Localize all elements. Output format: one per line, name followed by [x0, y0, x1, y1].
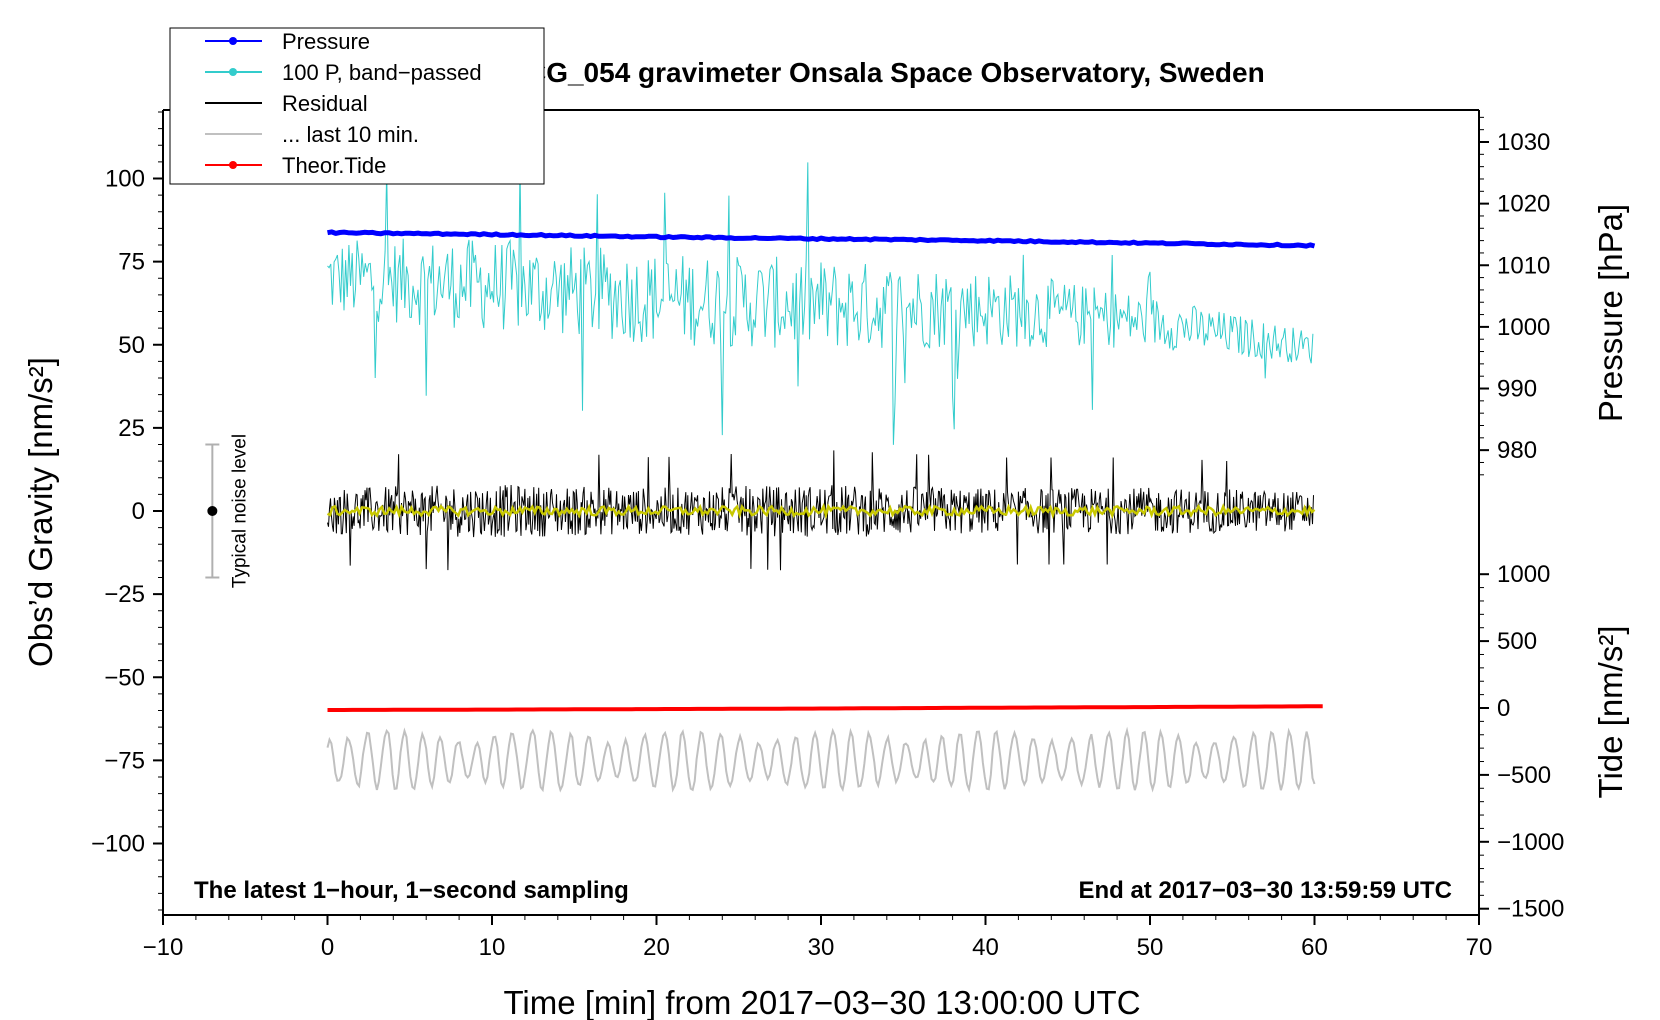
series-bandpassed-pressure: [327, 161, 1314, 445]
series-last-10-min: [326, 726, 1316, 794]
series-pressure: [327, 229, 1316, 249]
x-tick-label: 60: [1301, 934, 1328, 961]
x-tick-label: −10: [143, 934, 184, 961]
y-axis-gravity: 100 75 50 25 0 −25 −50 −75 −100: [91, 111, 163, 911]
series-residual: [327, 450, 1314, 571]
tide-tick-label: −500: [1497, 762, 1551, 789]
pressure-tick-label: 1030: [1497, 129, 1550, 156]
y-tick-label: 100: [105, 166, 145, 193]
noise-level-label: Typical noise level: [229, 434, 250, 588]
y-tick-label: 25: [118, 415, 145, 442]
pressure-tick-label: 980: [1497, 437, 1537, 464]
legend-label: ... last 10 min.: [282, 122, 419, 147]
legend-label: Pressure: [282, 29, 370, 54]
tide-tick-label: −1000: [1497, 829, 1564, 856]
y-axis-tide-title: Tide [nm/s²]: [1592, 626, 1629, 799]
y-tick-label: 50: [118, 332, 145, 359]
x-axis-title: Time [min] from 2017−03−30 13:00:00 UTC: [503, 984, 1140, 1020]
y-axis-gravity-title: Obs’d Gravity [nm/s²]: [22, 357, 59, 667]
tide-tick-label: −1500: [1497, 896, 1564, 923]
x-axis: −10 0 10 20 30 40 50 60 70: [143, 915, 1493, 961]
legend-box: [169, 27, 545, 185]
series-residual-smoothed: [326, 502, 1316, 520]
tide-tick-label: 1000: [1497, 561, 1550, 588]
legend-label: Residual: [282, 91, 368, 116]
tide-tick-label: 0: [1497, 695, 1510, 722]
y-axis-tide: 1000 500 0 −500 −1000 −1500: [1479, 561, 1564, 923]
y-tick-label: −50: [104, 664, 145, 691]
y-tick-label: −25: [104, 581, 145, 608]
pressure-tick-label: 1020: [1497, 191, 1550, 218]
x-tick-label: 40: [972, 934, 999, 961]
chart-title: SCG_054 gravimeter Onsala Space Observat…: [507, 57, 1264, 88]
x-tick-label: 30: [808, 934, 835, 961]
pressure-tick-label: 1000: [1497, 314, 1550, 341]
y-axis-pressure-title: Pressure [hPa]: [1592, 204, 1629, 422]
series-layer: [326, 161, 1323, 794]
y-tick-label: −75: [104, 747, 145, 774]
noise-center-dot: [207, 506, 218, 516]
legend-marker: [229, 161, 237, 169]
x-tick-label: 10: [479, 934, 506, 961]
pressure-tick-label: 990: [1497, 376, 1537, 403]
legend: Pressure 100 P, band−passed Residual ... la…: [169, 27, 545, 185]
legend-marker: [229, 68, 237, 76]
tide-tick-label: 500: [1497, 628, 1537, 655]
y-tick-label: 0: [132, 498, 145, 525]
legend-marker: [229, 37, 237, 45]
series-theoretical-tide: [327, 704, 1323, 712]
x-tick-label: 50: [1137, 934, 1164, 961]
y-axis-pressure: 1030 1020 1010 1000 990 980: [1479, 116, 1550, 476]
x-tick-label: 20: [643, 934, 670, 961]
legend-label: 100 P, band−passed: [282, 60, 482, 85]
noise-level-indicator: Typical noise level: [205, 434, 250, 588]
y-tick-label: 75: [118, 249, 145, 276]
pressure-tick-label: 1010: [1497, 252, 1550, 279]
annotation-sampling: The latest 1−hour, 1−second sampling: [194, 877, 629, 904]
y-tick-label: −100: [91, 831, 145, 858]
x-tick-label: 0: [321, 934, 334, 961]
x-tick-label: 70: [1466, 934, 1493, 961]
legend-label: Theor.Tide: [282, 153, 386, 178]
annotation-end-time: End at 2017−03−30 13:59:59 UTC: [1078, 877, 1452, 904]
